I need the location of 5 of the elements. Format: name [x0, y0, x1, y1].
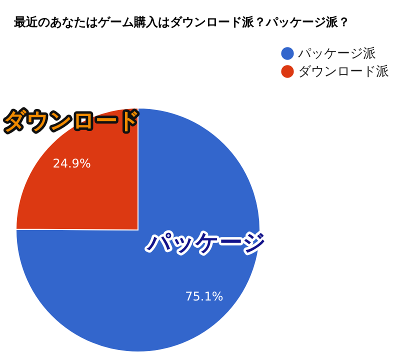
chart-title: 最近のあなたはゲーム購入はダウンロード派？パッケージ派？: [13, 15, 350, 29]
legend-label: ダウンロード派: [298, 64, 389, 80]
data-label: 24.9%: [52, 156, 91, 170]
legend-label: パッケージ派: [297, 46, 376, 62]
data-label: 75.1%: [185, 290, 224, 304]
